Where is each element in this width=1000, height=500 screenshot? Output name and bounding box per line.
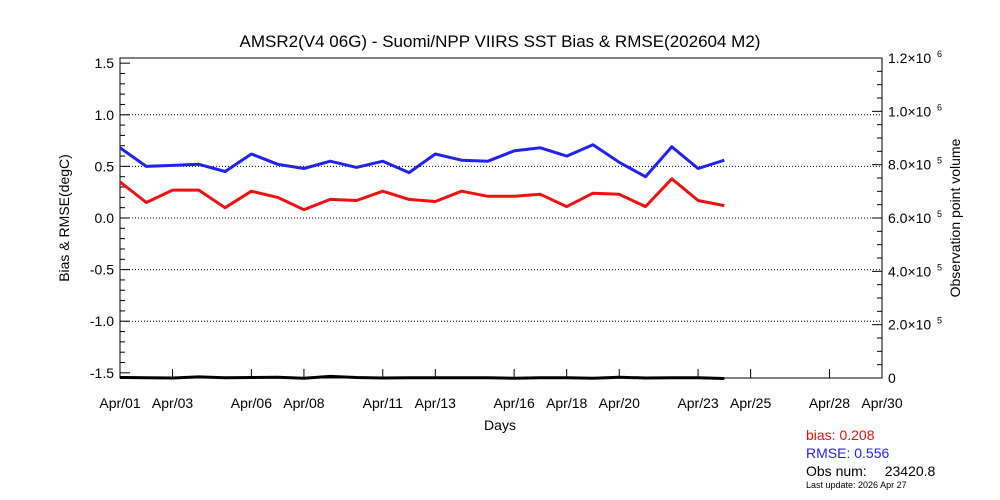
x-tick-label: Apr/13 [415, 395, 456, 411]
obs-label: Obs num: [806, 463, 867, 479]
y2-tick-label: 6.0×10 [888, 210, 931, 226]
x-axis-label: Days [484, 417, 516, 433]
x-tick-label: Apr/03 [152, 395, 193, 411]
x-tick-label: Apr/30 [861, 395, 902, 411]
y2-tick-exponent: 5 [937, 316, 942, 326]
y-tick-label: -1.0 [90, 313, 114, 329]
y-tick-label: 1.0 [95, 107, 115, 123]
obs-value: 23420.8 [884, 463, 936, 479]
stats-panel: bias: 0.208 RMSE: 0.556 Obs num: 23420.8 … [806, 426, 996, 491]
y2-tick-exponent: 6 [937, 49, 942, 59]
series-lines [119, 143, 725, 380]
y-tick-label: 1.5 [95, 55, 115, 71]
x-tick-label: Apr/11 [363, 395, 403, 411]
rmse-series-line [119, 143, 725, 179]
x-tick-label: Apr/06 [231, 395, 272, 411]
x-tick-label: Apr/20 [599, 395, 640, 411]
y2-tick-label: 2.0×10 [888, 317, 931, 333]
y2-tick-exponent: 5 [937, 156, 942, 166]
x-tick-label: Apr/01 [99, 395, 140, 411]
x-tick-label: Apr/16 [494, 395, 535, 411]
y-axis-label: Bias & RMSE(degC) [56, 154, 72, 282]
bias-stat: bias: 0.208 [806, 427, 875, 443]
last-update: Last update: 2026 Apr 27 [806, 480, 907, 490]
y-tick-label: -1.5 [90, 365, 114, 381]
y2-axis-label: Observation point volume [947, 138, 963, 297]
x-tick-label: Apr/18 [546, 395, 587, 411]
x-tick-label: Apr/25 [730, 395, 771, 411]
y2-tick-label: 1.0×10 [888, 103, 931, 119]
x-tick-label: Apr/08 [283, 395, 324, 411]
y2-tick-exponent: 5 [937, 209, 942, 219]
bias-series-line [119, 177, 725, 212]
tick-labels: 1.5 1.0 0.5 0.0 -0.5 -1.0 -1.5 Apr/01 Apr/03 Apr/… [90, 49, 942, 411]
x-tick-label: Apr/23 [677, 395, 718, 411]
gridlines [120, 114, 882, 322]
y2-tick-exponent: 6 [937, 102, 942, 112]
y-tick-label: -0.5 [90, 262, 114, 278]
y2-tick-label: 1.2×10 [888, 50, 931, 66]
obs-stat: Obs num: 23420.8 [806, 462, 996, 480]
chart-title: AMSR2(V4 06G) - Suomi/NPP VIIRS SST Bias… [240, 32, 761, 51]
y-tick-label: 0.0 [95, 210, 115, 226]
y2-tick-label: 4.0×10 [888, 263, 931, 279]
y-tick-label: 0.5 [95, 158, 115, 174]
x-tick-label: Apr/28 [809, 395, 850, 411]
y2-tick-exponent: 5 [937, 262, 942, 272]
y2-tick-label: 0 [888, 370, 896, 386]
obs-series-line [119, 374, 725, 380]
y2-tick-label: 8.0×10 [888, 157, 931, 173]
rmse-stat: RMSE: 0.556 [806, 445, 890, 461]
